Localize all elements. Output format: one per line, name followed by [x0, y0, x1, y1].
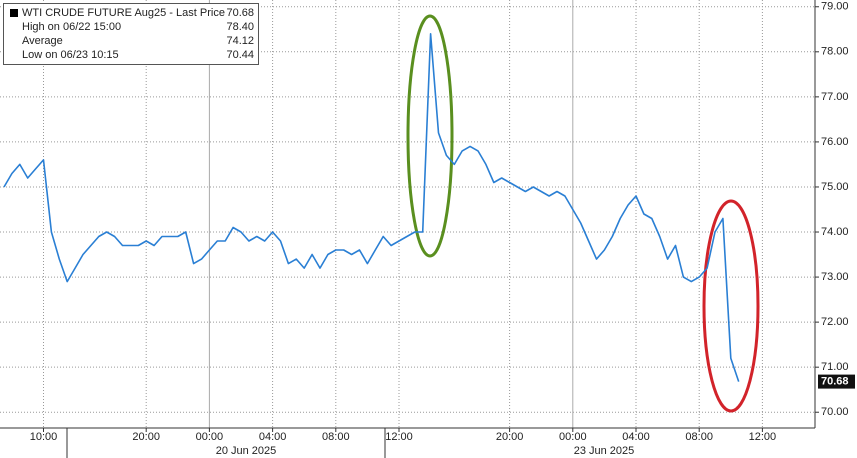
y-tick-label: 75.00: [821, 181, 849, 193]
x-tick-label: 12:00: [385, 431, 413, 443]
legend-label: High on 06/22 15:00: [22, 21, 122, 33]
y-tick-label: 73.00: [821, 271, 849, 283]
y-tick-label: 72.00: [821, 316, 849, 328]
legend-value: 70.68: [226, 7, 254, 19]
y-tick-label: 77.00: [821, 91, 849, 103]
y-tick-label: 70.00: [821, 406, 849, 418]
legend-value: 70.44: [226, 49, 254, 61]
legend-row: WTI CRUDE FUTURE Aug25 - Last Price 70.68: [8, 6, 254, 20]
legend-label: WTI CRUDE FUTURE Aug25 - Last Price: [8, 6, 225, 20]
legend-row: High on 06/22 15:00 78.40: [8, 20, 254, 34]
last-price-label: 70.68: [821, 376, 849, 388]
highlight-oval: [702, 199, 760, 413]
legend-row: Average 74.12: [8, 34, 254, 48]
date-label: 23 Jun 2025: [574, 445, 635, 457]
x-tick-label: 10:00: [30, 431, 58, 443]
x-tick-label: 08:00: [322, 431, 350, 443]
x-tick-label: 04:00: [622, 431, 650, 443]
price-line: [3, 33, 740, 382]
y-tick-label: 71.00: [821, 361, 849, 373]
highlight-oval: [406, 14, 454, 258]
y-tick-label: 79.00: [821, 1, 849, 13]
date-label: 20 Jun 2025: [216, 445, 277, 457]
x-tick-label: 12:00: [749, 431, 777, 443]
legend-row: Low on 06/23 10:15 70.44: [8, 48, 254, 62]
x-tick-label: 04:00: [259, 431, 287, 443]
legend-label: Low on 06/23 10:15: [22, 49, 119, 61]
legend-value: 78.40: [226, 21, 254, 33]
y-tick-label: 74.00: [821, 226, 849, 238]
x-tick-label: 00:00: [559, 431, 587, 443]
x-tick-label: 20:00: [132, 431, 160, 443]
legend-value: 74.12: [226, 35, 254, 47]
y-tick-label: 78.00: [821, 46, 849, 58]
x-tick-label: 08:00: [685, 431, 713, 443]
x-tick-label: 20:00: [496, 431, 524, 443]
x-tick-label: 00:00: [196, 431, 224, 443]
y-tick-label: 76.00: [821, 136, 849, 148]
legend-label: Average: [22, 35, 63, 47]
last-price-tag: [818, 374, 855, 389]
legend: WTI CRUDE FUTURE Aug25 - Last Price 70.68…: [3, 3, 259, 65]
